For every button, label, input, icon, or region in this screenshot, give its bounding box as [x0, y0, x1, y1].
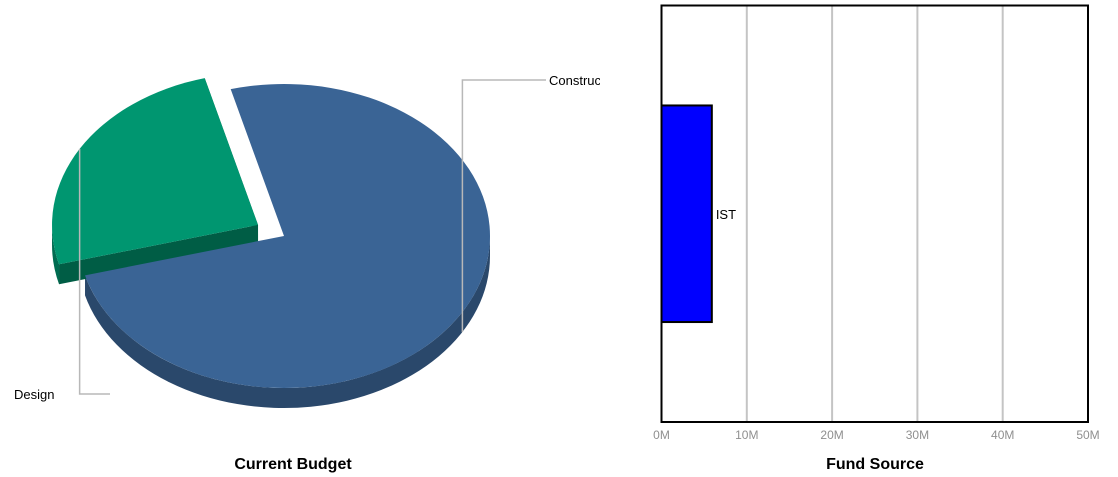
current-budget-title: Current Budget — [234, 456, 352, 473]
pie-label-construction: Construction — [549, 73, 600, 88]
x-tick-label: 40M — [991, 428, 1014, 442]
pie-label-design: Design — [14, 387, 54, 402]
fund-source-title: Fund Source — [826, 456, 924, 473]
x-tick-label: 30M — [906, 428, 929, 442]
fund-source-bar-chart: 0M 10M 20M 30M 40M 50M IST — [653, 4, 1100, 442]
pie-slice-wall — [52, 224, 60, 285]
x-tick-label: 50M — [1076, 428, 1099, 442]
bar-ist — [660, 104, 713, 324]
current-budget-pie-chart: Construction Design — [14, 73, 600, 409]
x-tick-label: 0M — [653, 428, 670, 442]
pie-slice-construction — [85, 84, 491, 389]
pie-leader-line-construction — [461, 79, 546, 332]
pie-slice-cut-face — [59, 224, 259, 285]
x-tick-label: 20M — [820, 428, 843, 442]
plot-frame — [660, 4, 1089, 423]
pie-slice-design — [52, 78, 259, 265]
pie-leader-line-design — [78, 148, 110, 395]
bar-label-ist: IST — [716, 207, 736, 222]
plot-area — [661, 5, 1088, 422]
x-tick-label: 10M — [735, 428, 758, 442]
